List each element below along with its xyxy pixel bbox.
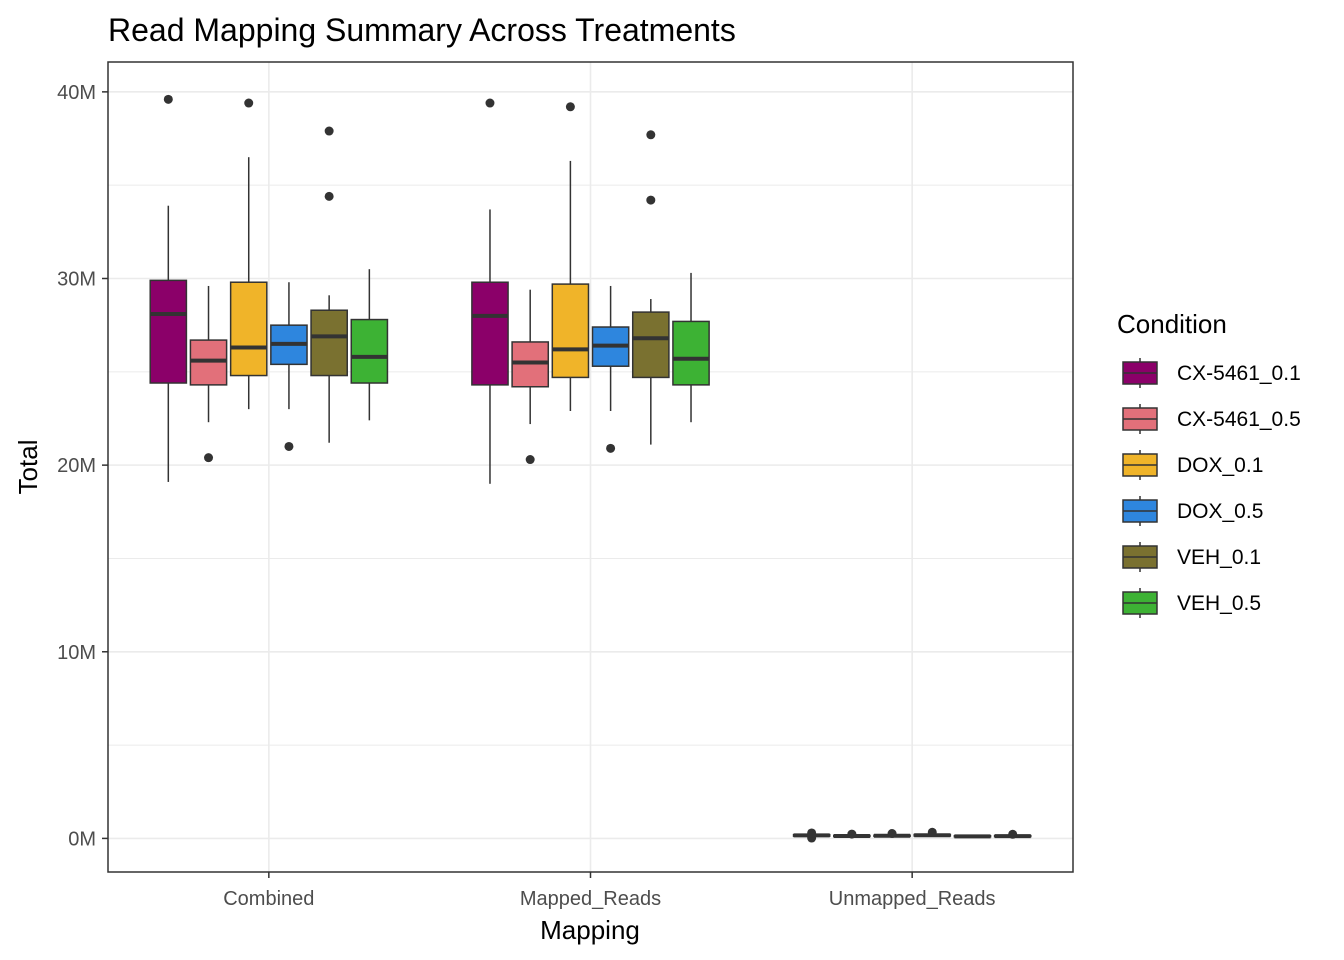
- outlier-point: [324, 191, 334, 201]
- legend-label: DOX_0.5: [1177, 500, 1263, 523]
- chart-title: Read Mapping Summary Across Treatments: [108, 12, 736, 48]
- outlier-point: [324, 126, 334, 136]
- legend-label: VEH_0.1: [1177, 546, 1261, 569]
- box-CX-5461_0.5-Mapped_Reads: [511, 289, 550, 465]
- legend-item-VEH_0.1: VEH_0.1: [1122, 542, 1261, 572]
- box-VEH_0.5-Combined: [350, 269, 389, 421]
- legend-title: Condition: [1117, 309, 1227, 339]
- box-CX-5461_0.1-Combined: [149, 94, 188, 482]
- y-tick-label: 20M: [57, 455, 96, 477]
- box-VEH_0.5-Mapped_Reads: [672, 272, 710, 423]
- x-axis-title: Mapping: [540, 915, 640, 945]
- y-tick-label: 0M: [68, 828, 96, 850]
- box-body: [551, 283, 590, 379]
- box-body: [631, 311, 670, 379]
- outlier-point: [847, 829, 857, 839]
- box-body: [310, 309, 348, 377]
- box-DOX_0.1-Combined: [229, 98, 268, 410]
- outlier-point: [485, 98, 495, 108]
- outlier-point: [1008, 829, 1018, 839]
- outlier-point: [646, 130, 656, 140]
- box-CX-5461_0.1-Unmapped_Reads: [792, 828, 831, 843]
- box-body: [350, 318, 389, 384]
- outlier-point: [565, 102, 575, 112]
- grid-major: [108, 62, 1073, 872]
- box-CX-5461_0.5-Combined: [189, 285, 228, 463]
- box-series-CX-5461_0.5: [189, 285, 871, 839]
- outlier-point: [525, 455, 535, 465]
- box-series-VEH_0.5: [350, 269, 1032, 839]
- y-tick-label: 30M: [57, 268, 96, 290]
- box-CX-5461_0.5-Unmapped_Reads: [833, 829, 871, 839]
- y-axis-title: Total: [13, 440, 43, 495]
- legend-label: CX-5461_0.1: [1177, 362, 1301, 385]
- box-body: [471, 281, 509, 386]
- box-DOX_0.1-Unmapped_Reads: [873, 829, 911, 839]
- y-axis: 0M 10M 20M 30M 40M: [57, 82, 108, 850]
- x-tick-label: Mapped_Reads: [520, 888, 661, 910]
- box-body: [149, 279, 188, 384]
- box-DOX_0.1-Mapped_Reads: [551, 102, 590, 412]
- box-series-VEH_0.1: [310, 126, 992, 839]
- outlier-point: [887, 829, 897, 839]
- x-tick-label: Unmapped_Reads: [829, 888, 996, 910]
- box-CX-5461_0.1-Mapped_Reads: [471, 98, 509, 484]
- box-body: [672, 320, 710, 386]
- legend: Condition CX-5461_0.1 CX-5461_0.5 DOX_0.1 D…: [1117, 309, 1301, 618]
- outlier-point: [646, 195, 656, 205]
- legend-label: CX-5461_0.5: [1177, 408, 1301, 431]
- box-VEH_0.5-Unmapped_Reads: [993, 829, 1032, 839]
- outlier-point: [244, 98, 254, 108]
- box-series-DOX_0.1: [229, 98, 911, 839]
- legend-item-CX-5461_0.5: CX-5461_0.5: [1122, 404, 1301, 434]
- legend-label: VEH_0.5: [1177, 592, 1261, 615]
- legend-items: CX-5461_0.1 CX-5461_0.5 DOX_0.1 DOX_0.5 VEH_…: [1122, 358, 1301, 618]
- box-body: [229, 281, 268, 377]
- outlier-point: [807, 828, 817, 838]
- legend-item-CX-5461_0.1: CX-5461_0.1: [1122, 358, 1301, 388]
- y-tick-label: 40M: [57, 82, 96, 104]
- outlier-point: [927, 827, 937, 837]
- box-series-DOX_0.5: [270, 282, 952, 838]
- outlier-point: [163, 94, 173, 104]
- legend-label: DOX_0.1: [1177, 454, 1263, 477]
- legend-item-VEH_0.5: VEH_0.5: [1122, 588, 1261, 618]
- outlier-point: [204, 453, 214, 463]
- x-tick-label: Combined: [223, 888, 314, 910]
- x-axis: Combined Mapped_Reads Unmapped_Reads: [223, 872, 996, 910]
- box-DOX_0.5-Combined: [270, 282, 308, 451]
- box-series-CX-5461_0.1: [149, 94, 831, 843]
- box-series-group: [149, 94, 1032, 843]
- legend-item-DOX_0.5: DOX_0.5: [1122, 496, 1263, 526]
- outlier-point: [606, 443, 616, 453]
- legend-item-DOX_0.1: DOX_0.1: [1122, 450, 1263, 480]
- box-DOX_0.5-Unmapped_Reads: [913, 827, 952, 838]
- box-VEH_0.1-Mapped_Reads: [631, 130, 670, 445]
- box-VEH_0.1-Unmapped_Reads: [953, 834, 992, 839]
- box-DOX_0.5-Mapped_Reads: [591, 285, 630, 453]
- box-VEH_0.1-Combined: [310, 126, 348, 443]
- outlier-point: [284, 441, 294, 451]
- y-tick-label: 10M: [57, 642, 96, 664]
